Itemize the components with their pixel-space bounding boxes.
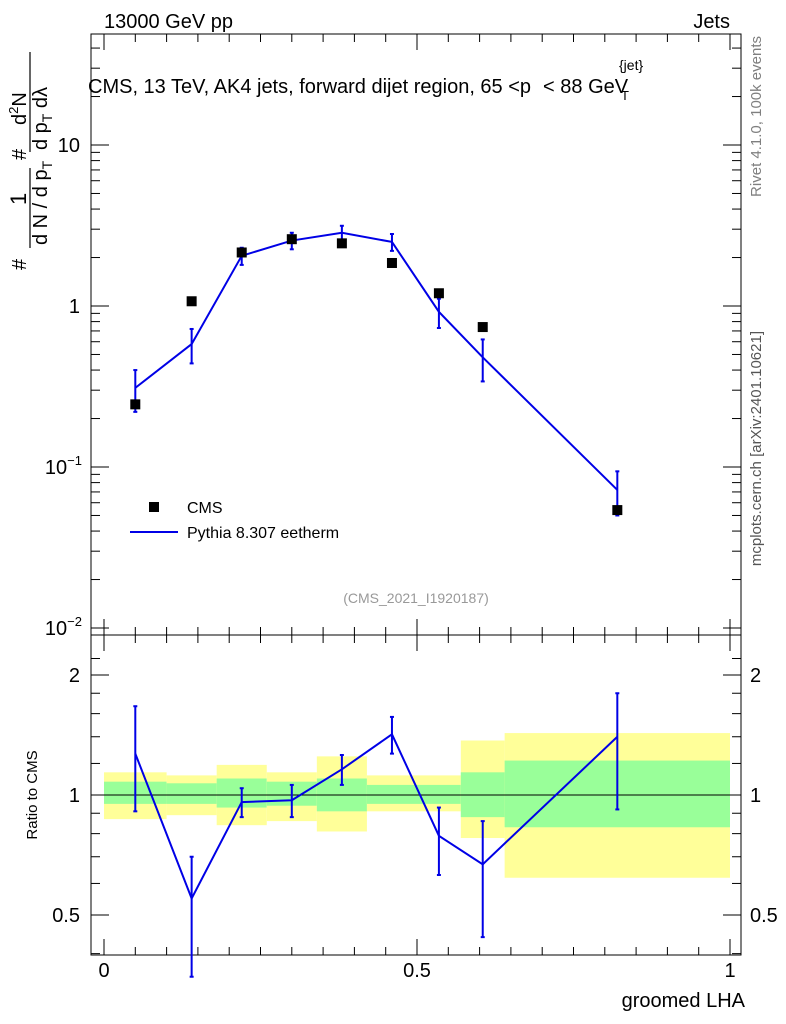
- legend-label-cms: CMS: [187, 500, 223, 517]
- ratio-series: [133, 692, 620, 978]
- title-tail: < 88 GeV: [543, 76, 629, 98]
- y-tick-label: 10−2: [45, 614, 82, 640]
- ratio-y-tick-label-left: 1: [69, 785, 80, 807]
- title-main: CMS, 13 TeV, AK4 jets, forward dijet reg…: [88, 76, 531, 98]
- legend-label-mc: Pythia 8.307 eetherm: [187, 525, 339, 542]
- ylabel-denominator: d N / d pT: [30, 160, 55, 245]
- ylabel-numerator2: d2N: [6, 92, 31, 125]
- ratio-band-inner: [417, 784, 461, 804]
- ratio-y-tick-label-right: 1: [750, 785, 761, 807]
- cms-data-point: [130, 399, 141, 410]
- mcplots-label: mcplots.cern.ch [arXiv:2401.10621]: [748, 331, 765, 566]
- ylabel-hash1: #: [9, 258, 31, 270]
- x-tick-label: 0.5: [403, 960, 431, 982]
- plot-title: CMS, 13 TeV, AK4 jets, forward dijet reg…: [88, 76, 629, 98]
- ratio-band-inner: [166, 783, 217, 804]
- x-tick-label: 0: [98, 960, 109, 982]
- title-subscript: T: [621, 88, 629, 103]
- main-series: [130, 224, 623, 517]
- cms-data-point: [612, 505, 623, 516]
- header-right-label: Jets: [693, 11, 730, 33]
- cms-data-point: [477, 322, 488, 333]
- ratio-y-tick-label-left: 2: [69, 665, 80, 687]
- ratio-y-tick-label-right: 0.5: [750, 905, 778, 927]
- y-tick-label: 10: [58, 135, 80, 157]
- legend: CMS Pythia 8.307 eetherm: [130, 500, 339, 542]
- y-tick-label: 10−1: [45, 453, 82, 479]
- ratio-bands: [104, 733, 730, 878]
- x-tick-label: 1: [724, 960, 735, 982]
- legend-marker-cms: [149, 502, 159, 512]
- cms-data-point: [386, 257, 397, 268]
- ratio-y-tick-label-left: 0.5: [52, 905, 80, 927]
- cms-data-point: [286, 234, 297, 245]
- title-superscript: {jet}: [619, 57, 643, 73]
- ylabel-one: 1: [6, 193, 31, 205]
- rivet-version-label: Rivet 4.1.0, 100k events: [748, 36, 765, 197]
- x-axis-label: groomed LHA: [622, 990, 746, 1012]
- cms-data-point: [236, 247, 247, 258]
- y-tick-label: 1: [69, 296, 80, 318]
- main-plot-frame: [90, 33, 742, 636]
- cms-data-point: [433, 288, 444, 299]
- header-left-label: 13000 GeV pp: [104, 11, 233, 33]
- ratio-y-axis-label: Ratio to CMS: [24, 750, 41, 839]
- ratio-y-tick-label-right: 2: [750, 665, 761, 687]
- mc-line: [134, 231, 619, 491]
- ratio-band-inner: [366, 784, 417, 804]
- cms-data-point: [186, 296, 197, 307]
- analysis-id-label: (CMS_2021_I1920187): [343, 590, 489, 606]
- ylabel-denominator2: d pT dλ: [30, 87, 55, 150]
- axes: 0 0.5 1 10−2 10−1 1 10 0.5 0.5 1 1 2 2: [45, 34, 778, 982]
- cms-data-point: [336, 238, 347, 249]
- ylabel-hash2: #: [9, 148, 31, 160]
- y-axis-label: # 1 d N / d pT # d2N d pT dλ: [6, 52, 55, 270]
